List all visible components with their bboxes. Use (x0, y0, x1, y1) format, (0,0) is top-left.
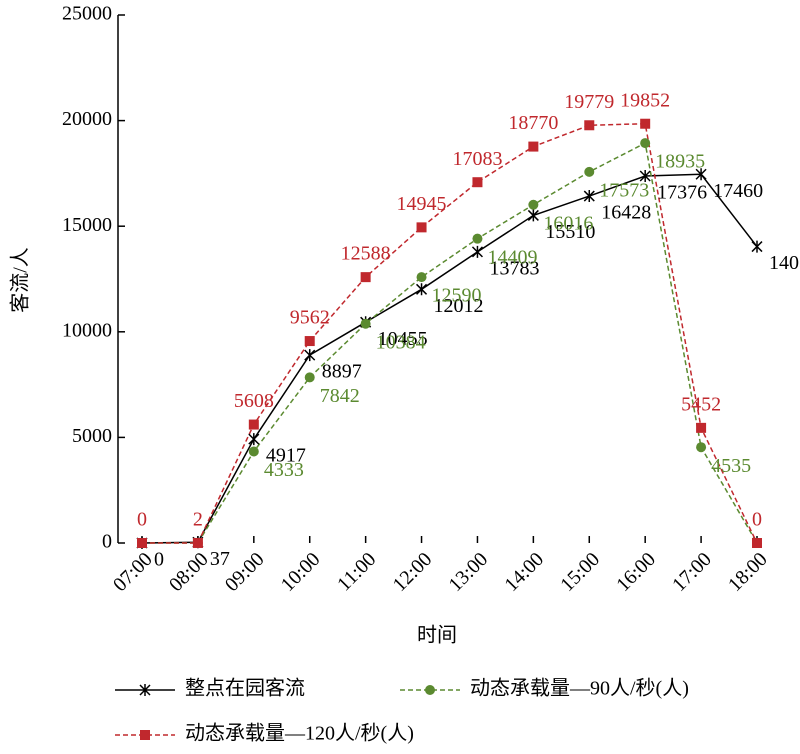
data-label: 0 (154, 549, 164, 571)
data-point (528, 141, 539, 152)
data-point (304, 349, 316, 362)
data-point (192, 537, 203, 548)
data-label: 14945 (397, 193, 447, 215)
data-point (248, 419, 259, 430)
data-label: 9562 (290, 307, 330, 329)
data-label: 8897 (322, 361, 362, 383)
data-label: 12012 (434, 295, 484, 317)
y-tick-label: 0 (102, 531, 112, 553)
data-label: 18770 (508, 112, 558, 134)
data-label: 7842 (320, 385, 360, 407)
data-label: 12588 (341, 243, 391, 265)
x-tick-label: 11:00 (333, 548, 380, 595)
data-label: 19779 (564, 91, 614, 113)
data-label: 17460 (713, 180, 763, 202)
data-point (416, 272, 427, 283)
data-point (360, 318, 371, 329)
data-point (416, 222, 427, 233)
data-label: 5452 (681, 393, 721, 415)
data-point (639, 170, 651, 183)
data-point (304, 336, 315, 347)
data-point (584, 120, 595, 131)
data-point (695, 168, 707, 181)
data-label: 4535 (711, 455, 751, 477)
x-tick-label: 08:00 (165, 548, 213, 596)
x-tick-label: 12:00 (389, 548, 437, 596)
y-tick-label: 10000 (62, 319, 112, 341)
data-label: 2 (193, 509, 203, 531)
y-tick-label: 25000 (62, 3, 112, 25)
data-label: 14035 (769, 252, 800, 274)
x-axis-label: 时间 (417, 624, 457, 647)
x-tick-label: 18:00 (724, 548, 772, 596)
legend-label: 动态承载量—90人/秒(人) (470, 677, 689, 700)
legend-marker (140, 730, 150, 740)
data-point (751, 240, 763, 253)
x-tick-label: 15:00 (556, 548, 604, 596)
data-label: 4333 (264, 459, 304, 481)
y-tick-label: 15000 (62, 214, 112, 236)
data-label: 4917 (266, 445, 306, 467)
data-point (416, 283, 428, 296)
data-point (696, 442, 707, 453)
data-label: 17573 (599, 179, 649, 201)
data-label: 18935 (655, 151, 705, 173)
y-tick-label: 5000 (72, 425, 112, 447)
data-point (640, 138, 651, 149)
x-tick-label: 13:00 (444, 548, 492, 596)
legend-label: 动态承载量—120人/秒(人) (185, 722, 414, 745)
data-label: 12590 (432, 285, 482, 307)
data-label: 10455 (378, 328, 428, 350)
data-point (248, 446, 259, 457)
y-axis-label: 客流/人 (9, 247, 32, 313)
x-tick-label: 17:00 (668, 548, 716, 596)
data-label: 5608 (234, 390, 274, 412)
data-point (527, 209, 539, 222)
data-point (471, 245, 483, 258)
data-point (640, 118, 651, 129)
data-point (360, 272, 371, 283)
x-tick-label: 16:00 (612, 548, 660, 596)
data-label: 14409 (487, 246, 537, 268)
data-point (752, 538, 762, 548)
data-point (137, 538, 147, 548)
data-label: 16016 (543, 212, 593, 234)
data-point (472, 177, 483, 188)
data-label: 0 (137, 509, 147, 531)
data-label: 15510 (545, 221, 595, 243)
data-label: 17083 (452, 148, 502, 170)
legend-label: 整点在园客流 (185, 677, 305, 700)
data-label: 19852 (620, 89, 670, 111)
x-tick-label: 14:00 (500, 548, 548, 596)
data-label: 10384 (376, 331, 426, 353)
data-point (472, 233, 483, 244)
legend-marker (425, 685, 435, 695)
data-point (696, 422, 707, 433)
series-line (141, 122, 758, 544)
x-tick-label: 10:00 (277, 548, 325, 596)
y-tick-label: 20000 (62, 108, 112, 130)
series-line (142, 141, 758, 544)
data-label: 13783 (489, 257, 539, 279)
data-label: 0 (752, 509, 762, 531)
data-point (584, 166, 595, 177)
data-label: 16428 (601, 202, 651, 224)
x-tick-label: 07:00 (109, 548, 157, 596)
data-point (528, 199, 539, 210)
data-point (304, 372, 315, 383)
data-label: 37 (210, 548, 230, 570)
data-label: 17376 (657, 182, 707, 204)
legend-marker (139, 684, 151, 696)
data-point (583, 190, 595, 203)
data-point (248, 433, 260, 446)
